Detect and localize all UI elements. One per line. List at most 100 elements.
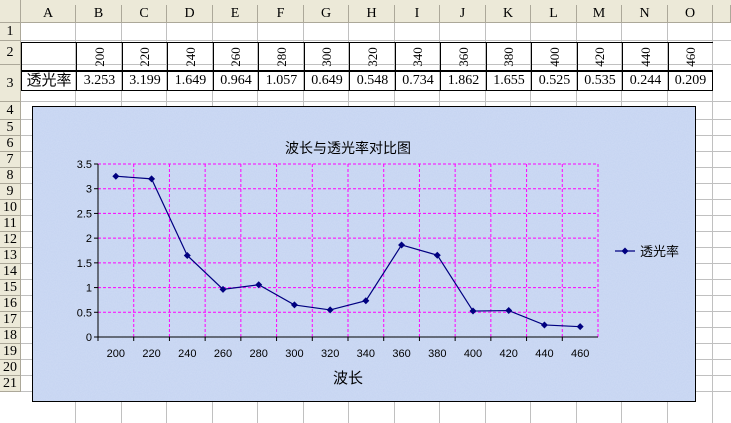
wavelength-header-cell[interactable]: 380: [486, 42, 531, 71]
column-header-B[interactable]: B: [76, 5, 122, 23]
transmittance-value-cell[interactable]: 1.862: [440, 71, 486, 91]
wavelength-header-cell[interactable]: 340: [395, 42, 440, 71]
column-header-N[interactable]: N: [622, 5, 668, 23]
data-point: [148, 175, 155, 182]
wavelength-header-cell[interactable]: 220: [122, 42, 167, 71]
row-header-4[interactable]: 4: [0, 102, 21, 120]
x-tick-label: 240: [178, 348, 196, 360]
wavelength-value: 300: [319, 47, 335, 67]
wavelength-header-cell[interactable]: 440: [622, 42, 668, 71]
column-header-G[interactable]: G: [304, 5, 349, 23]
row-header-20[interactable]: 20: [0, 360, 21, 376]
wavelength-value: 400: [547, 47, 563, 67]
column-header-H[interactable]: H: [349, 5, 395, 23]
y-tick-label: 1.5: [77, 258, 92, 270]
legend-marker: [622, 248, 629, 255]
y-tick-label: 2: [86, 233, 92, 245]
x-tick-label: 460: [571, 348, 589, 360]
x-tick-label: 400: [464, 348, 482, 360]
row-header-2[interactable]: 2: [0, 41, 21, 65]
wavelength-value: 460: [683, 47, 699, 67]
wavelength-header-cell[interactable]: 280: [258, 42, 304, 71]
transmittance-value-cell[interactable]: 0.649: [304, 71, 349, 91]
column-header-M[interactable]: M: [577, 5, 622, 23]
column-header-E[interactable]: E: [213, 5, 258, 23]
wavelength-header-cell[interactable]: 300: [304, 42, 349, 71]
transmittance-value-cell[interactable]: 0.209: [668, 71, 713, 91]
transmittance-value-cell[interactable]: 1.655: [486, 71, 531, 91]
x-tick-label: 320: [321, 348, 339, 360]
row-header-7[interactable]: 7: [0, 152, 21, 168]
wavelength-value: 380: [501, 47, 517, 67]
row-header-16[interactable]: 16: [0, 296, 21, 312]
row3-label-cell[interactable]: 透光率: [21, 71, 76, 91]
wavelength-value: 340: [410, 47, 426, 67]
cell-A2[interactable]: [21, 42, 76, 71]
row-header-9[interactable]: 9: [0, 184, 21, 200]
wavelength-header-cell[interactable]: 320: [349, 42, 395, 71]
wavelength-header-cell[interactable]: 260: [213, 42, 258, 71]
row-header-11[interactable]: 11: [0, 216, 21, 232]
row-header-19[interactable]: 19: [0, 344, 21, 360]
row-header-6[interactable]: 6: [0, 136, 21, 152]
wavelength-value: 320: [365, 47, 381, 67]
transmittance-value-cell[interactable]: 0.244: [622, 71, 668, 91]
data-point: [112, 173, 119, 180]
transmittance-value-cell[interactable]: 0.548: [349, 71, 395, 91]
row-header-13[interactable]: 13: [0, 248, 21, 264]
transmittance-value-cell[interactable]: 3.199: [122, 71, 167, 91]
row-header-14[interactable]: 14: [0, 264, 21, 280]
wavelength-header-cell[interactable]: 200: [76, 42, 122, 71]
wavelength-value: 260: [228, 47, 244, 67]
column-header-C[interactable]: C: [122, 5, 167, 23]
column-header-J[interactable]: J: [440, 5, 486, 23]
wavelength-header-cell[interactable]: 400: [531, 42, 577, 71]
chart-object[interactable]: 0 0.5 1 1.5 2 2.5 3 3.5 200 220 240 260 280 300 320 340…: [32, 106, 696, 402]
column-header-F[interactable]: F: [258, 5, 304, 23]
row-header-21[interactable]: 21: [0, 376, 21, 392]
row-header-10[interactable]: 10: [0, 200, 21, 216]
transmittance-value-cell[interactable]: 0.964: [213, 71, 258, 91]
row-header-18[interactable]: 18: [0, 328, 21, 344]
row-header-8[interactable]: 8: [0, 168, 21, 184]
x-tick-label: 360: [392, 348, 410, 360]
row-header-3[interactable]: 3: [0, 65, 21, 102]
column-header-K[interactable]: K: [486, 5, 531, 23]
column-header-L[interactable]: L: [531, 5, 577, 23]
wavelength-header-cell[interactable]: 420: [577, 42, 622, 71]
wavelength-value: 240: [183, 47, 199, 67]
data-point: [505, 307, 512, 314]
wavelength-header-cell[interactable]: 460: [668, 42, 713, 71]
column-header-A[interactable]: A: [21, 5, 76, 23]
data-point: [291, 301, 298, 308]
x-tick-label: 340: [357, 348, 375, 360]
y-tick-label: 0.5: [77, 307, 92, 319]
transmittance-value-cell[interactable]: 0.525: [531, 71, 577, 91]
x-axis-title: 波长: [333, 369, 363, 387]
y-tick-label: 0: [86, 332, 92, 344]
row-header-17[interactable]: 17: [0, 312, 21, 328]
chart-title: 波长与透光率对比图: [285, 140, 411, 157]
transmittance-value-cell[interactable]: 0.734: [395, 71, 440, 91]
transmittance-value-cell[interactable]: 1.649: [167, 71, 213, 91]
row-header-15[interactable]: 15: [0, 280, 21, 296]
data-point: [255, 281, 262, 288]
wavelength-value: 280: [274, 47, 290, 67]
column-header-O[interactable]: O: [668, 5, 713, 23]
column-header-D[interactable]: D: [167, 5, 213, 23]
row-header-5[interactable]: 5: [0, 120, 21, 136]
select-all-corner[interactable]: [0, 0, 21, 23]
transmittance-value-cell[interactable]: 1.057: [258, 71, 304, 91]
row-header-12[interactable]: 12: [0, 232, 21, 248]
wavelength-value: 220: [137, 47, 153, 67]
wavelength-header-cell[interactable]: 360: [440, 42, 486, 71]
wavelength-value: 420: [592, 47, 608, 67]
chart-plot: 0 0.5 1 1.5 2 2.5 3 3.5 200 220 240 260 280 300 320 340…: [33, 107, 696, 402]
row-header-1[interactable]: 1: [0, 23, 21, 41]
x-tick-label: 380: [428, 348, 446, 360]
column-header-I[interactable]: I: [395, 5, 440, 23]
transmittance-value-cell[interactable]: 0.535: [577, 71, 622, 91]
transmittance-value-cell[interactable]: 3.253: [76, 71, 122, 91]
wavelength-header-cell[interactable]: 240: [167, 42, 213, 71]
